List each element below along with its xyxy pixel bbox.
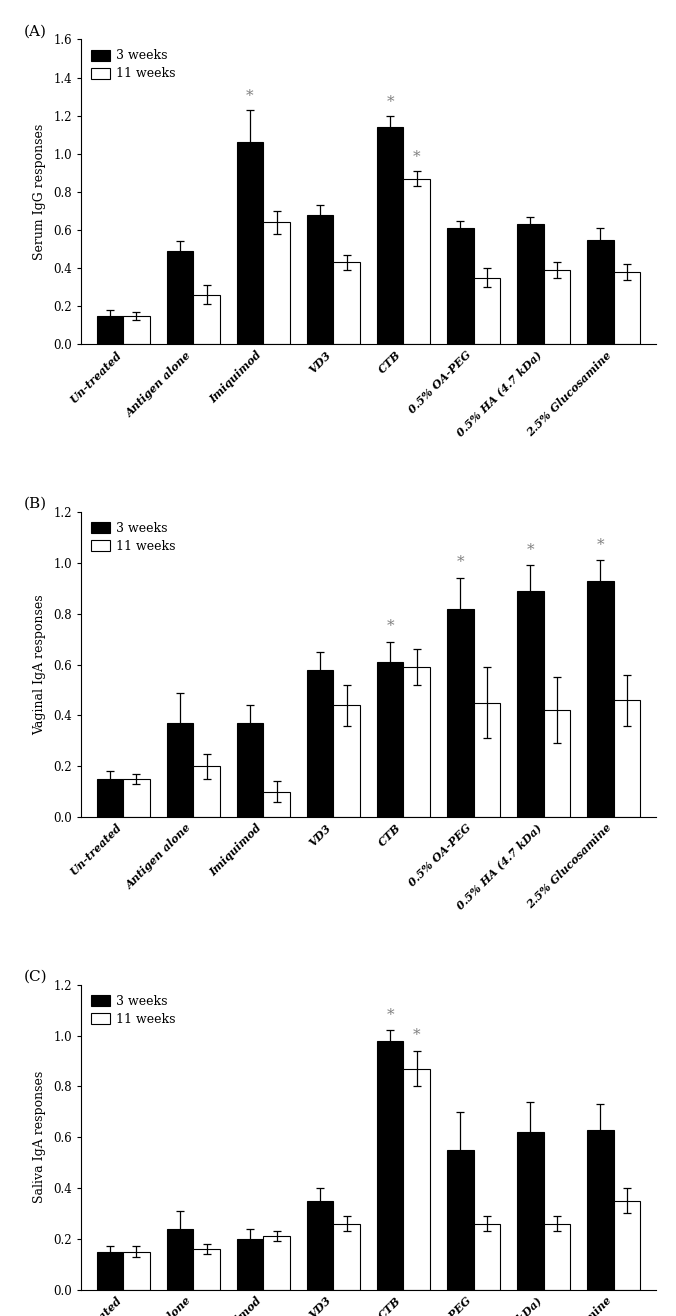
Y-axis label: Vaginal IgA responses: Vaginal IgA responses [33,595,47,734]
Text: *: * [386,1008,394,1021]
Bar [237,722,264,817]
Bar [123,779,150,817]
Bar [544,1224,571,1290]
Bar [333,1224,360,1290]
Bar [264,792,290,817]
Bar [166,251,193,345]
Bar [447,609,473,817]
Legend: 3 weeks, 11 weeks: 3 weeks, 11 weeks [87,519,179,557]
Bar [193,766,220,817]
Bar [377,1041,404,1290]
Text: *: * [527,542,534,557]
Y-axis label: Saliva IgA responses: Saliva IgA responses [33,1071,47,1203]
Bar [447,1150,473,1290]
Bar [517,1132,544,1290]
Bar [614,272,640,345]
Bar [614,1200,640,1290]
Text: *: * [246,89,254,104]
Bar [614,700,640,817]
Bar [264,1236,290,1290]
Bar [587,580,614,817]
Bar [237,142,264,345]
Bar [473,703,500,817]
Text: *: * [413,1028,420,1042]
Bar [97,1252,123,1290]
Bar [166,1229,193,1290]
Text: *: * [386,95,394,109]
Bar [97,316,123,345]
Bar [307,670,333,817]
Text: (C): (C) [24,970,47,983]
Y-axis label: Serum IgG responses: Serum IgG responses [33,124,47,261]
Bar [473,1224,500,1290]
Bar [237,1238,264,1290]
Bar [473,278,500,345]
Bar [166,722,193,817]
Bar [447,228,473,345]
Text: (A): (A) [24,24,47,38]
Bar [123,316,150,345]
Bar [97,779,123,817]
Text: *: * [596,537,604,551]
Bar [544,270,571,345]
Bar [587,240,614,345]
Legend: 3 weeks, 11 weeks: 3 weeks, 11 weeks [87,991,179,1029]
Bar [307,215,333,345]
Text: *: * [456,555,464,570]
Bar [404,667,430,817]
Bar [377,128,404,345]
Bar [404,1069,430,1290]
Text: *: * [386,619,394,633]
Text: (B): (B) [24,497,47,511]
Bar [193,295,220,345]
Bar [333,262,360,345]
Bar [264,222,290,345]
Bar [517,591,544,817]
Text: *: * [413,150,420,164]
Bar [307,1200,333,1290]
Bar [193,1249,220,1290]
Bar [517,224,544,345]
Bar [544,711,571,817]
Bar [377,662,404,817]
Legend: 3 weeks, 11 weeks: 3 weeks, 11 weeks [87,46,179,84]
Bar [404,179,430,345]
Bar [333,705,360,817]
Bar [123,1252,150,1290]
Bar [587,1129,614,1290]
